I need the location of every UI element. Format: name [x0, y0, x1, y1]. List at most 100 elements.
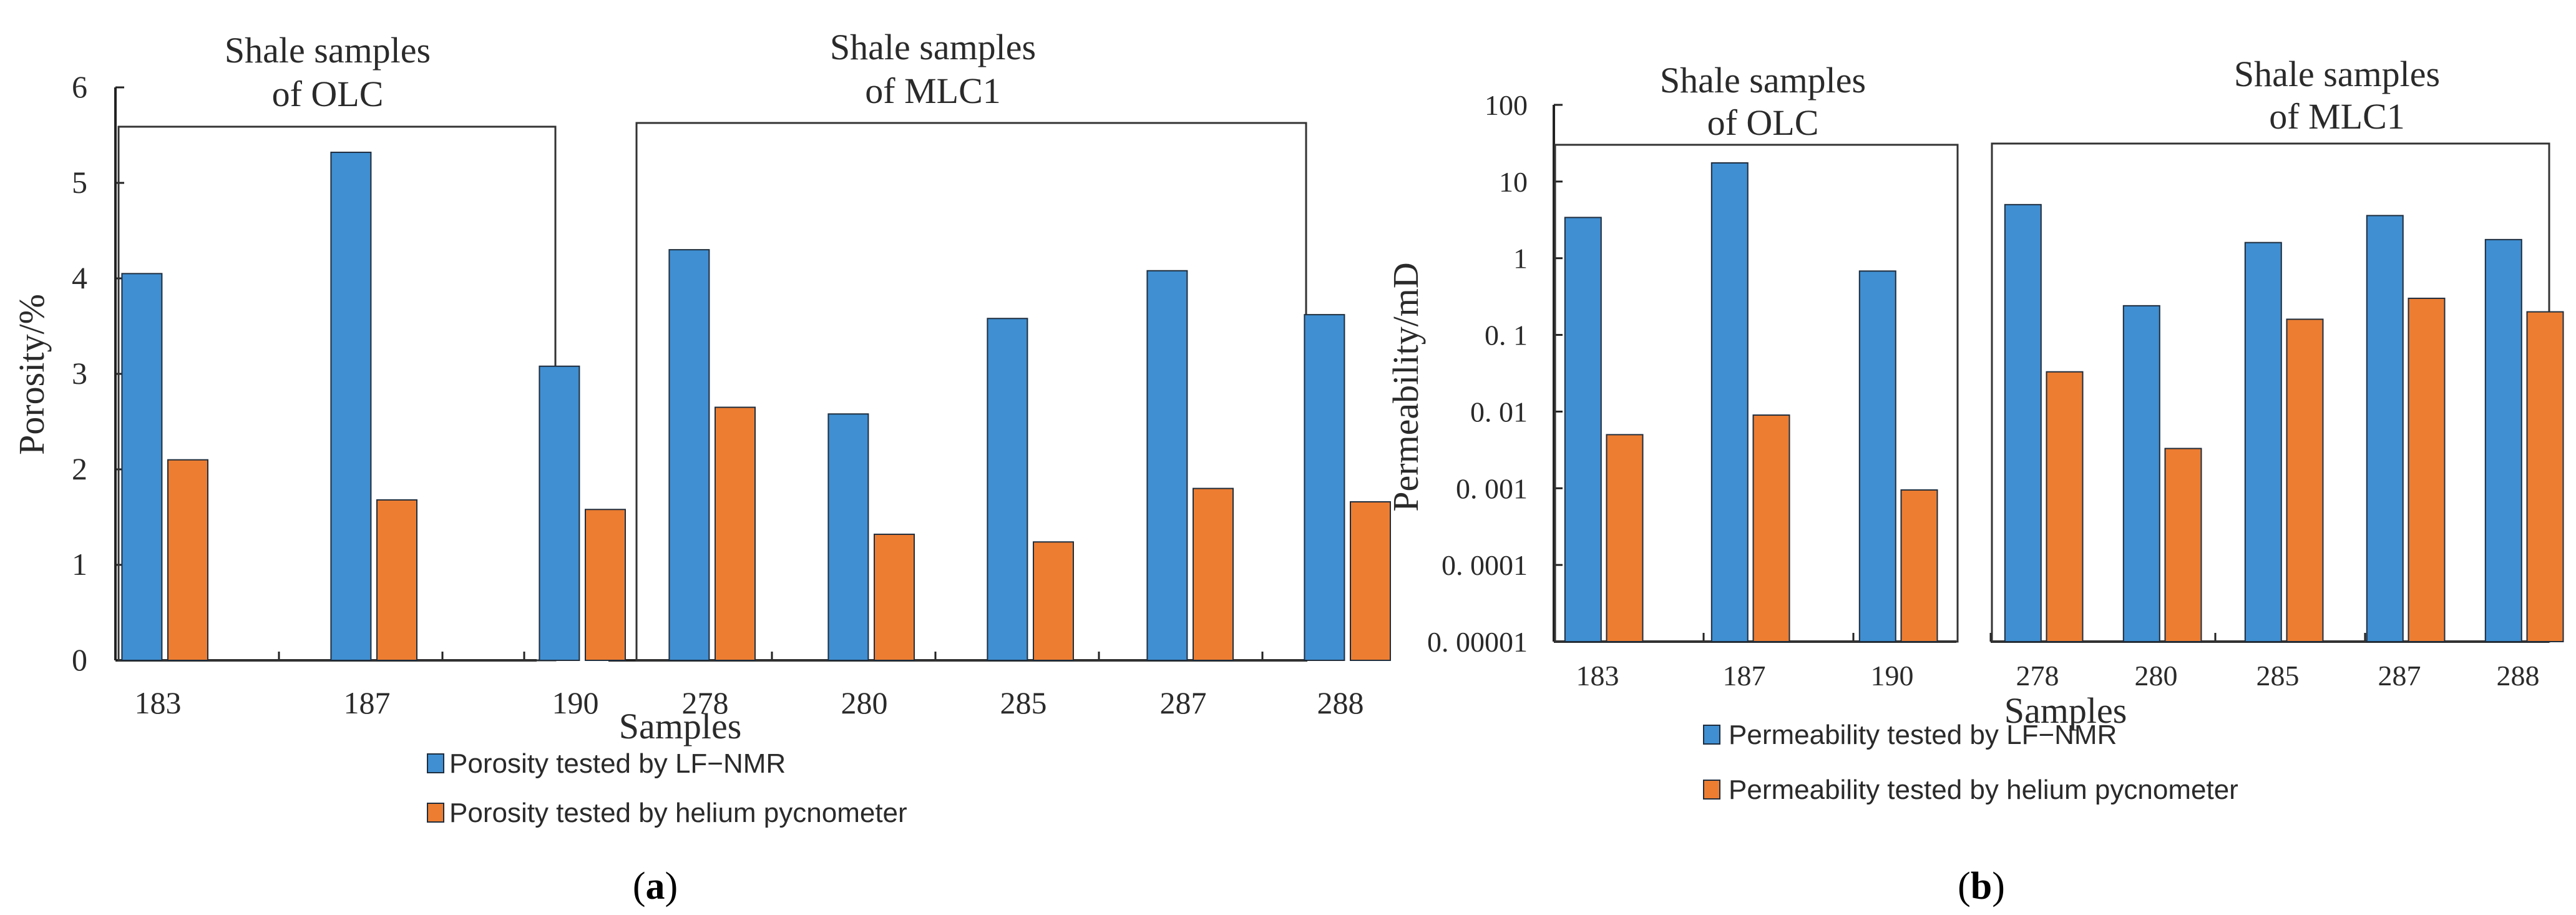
panel-a-category-label-278: 278 — [682, 685, 729, 720]
panel-b-bar-nmr-280 — [2122, 305, 2160, 643]
panel-b-bar-nmr-278 — [2004, 203, 2042, 642]
panel-a-y-tick-label: 0 — [72, 642, 87, 677]
panel-b-category-label-285: 285 — [2256, 660, 2300, 692]
panel-a-category-label-190: 190 — [552, 685, 599, 720]
panel-b-legend-swatch-helium — [1703, 780, 1720, 800]
panel-a-x-ticks: 183 187 190 278 280 285 287 288 — [114, 652, 1364, 720]
panel-a-bar-helium-278 — [715, 406, 756, 661]
panel-b-bar-helium-187 — [1752, 414, 1790, 643]
panel-a-bar-nmr-183 — [121, 273, 163, 662]
panel-b-category-label-288: 288 — [2497, 660, 2540, 692]
panel-b-bar-helium-190 — [1900, 489, 1938, 642]
panel-b-category-label-183: 183 — [1576, 660, 1619, 692]
panel-a-bar-helium-285 — [1033, 541, 1074, 662]
panel-a-bar-helium-280 — [874, 534, 915, 661]
panel-b-group-title-mlc1-line1: Shale samples — [2234, 54, 2440, 94]
panel-a-category-label-280: 280 — [841, 685, 888, 720]
panel-b-bar-helium-183 — [1606, 434, 1644, 642]
panel-a-y-tick-label: 5 — [72, 165, 87, 200]
panel-a: 0 1 2 3 4 5 6 183 187 190 278 280 285 287 288 Shale s… — [11, 27, 1391, 908]
panel-b-legend: Permeability tested by LF−NMR Permeabili… — [1703, 720, 2238, 805]
panel-b-y-axis-label: Permeability/mD — [1385, 262, 1426, 512]
panel-b-x-ticks: 183 187 190 278 280 285 287 288 — [1553, 633, 2540, 692]
panel-a-legend-label-nmr: Porosity tested by LF−NMR — [449, 748, 786, 779]
panel-b-bar-nmr-285 — [2244, 242, 2282, 643]
panel-b-y-tick-label: 10 — [1499, 166, 1528, 198]
panel-b-y-tick-label: 0. 0001 — [1442, 549, 1528, 581]
panel-a-y-tick-label: 1 — [72, 547, 87, 582]
panel-b-legend-label-helium: Permeability tested by helium pycnometer — [1729, 775, 2238, 805]
panel-a-bar-nmr-190 — [539, 365, 580, 661]
panel-b-bar-nmr-287 — [2366, 215, 2404, 643]
panel-b-category-label-278: 278 — [2016, 660, 2059, 692]
panel-b-bar-nmr-183 — [1564, 217, 1602, 642]
panel-a-group-title-olc-line2: of OLC — [272, 74, 384, 114]
panel-a-bars — [121, 152, 1391, 662]
panel-b-bar-nmr-190 — [1858, 270, 1896, 642]
panel-a-y-tick-label: 6 — [72, 69, 87, 104]
panel-a-bar-nmr-288 — [1304, 314, 1345, 661]
panel-b-bars — [1564, 162, 2564, 643]
panel-b-y-tick-label: 0. 1 — [1485, 320, 1528, 351]
panel-a-caption-close: ) — [665, 865, 678, 908]
panel-a-y-ticks: 0 1 2 3 4 5 6 — [72, 69, 124, 677]
panel-a-bar-helium-288 — [1350, 501, 1391, 662]
panel-b-y-tick-label: 0. 01 — [1470, 396, 1528, 428]
panel-b-y-tick-label: 0. 00001 — [1427, 626, 1528, 658]
panel-a-caption: (a) — [633, 865, 678, 908]
panel-a-category-label-187: 187 — [344, 685, 391, 720]
panel-b-legend-label-nmr: Permeability tested by LF−NMR — [1729, 720, 2117, 750]
panel-a-category-label-183: 183 — [135, 685, 182, 720]
panel-b-y-tick-label: 100 — [1485, 89, 1528, 121]
panel-b-bar-helium-287 — [2408, 297, 2446, 642]
panel-b-legend-swatch-nmr — [1703, 725, 1720, 745]
panel-a-legend-label-helium: Porosity tested by helium pycnometer — [449, 798, 907, 828]
panel-b-bar-helium-285 — [2286, 318, 2324, 642]
panel-b-caption: (b) — [1958, 865, 2005, 908]
panel-b-y-tick-label: 0. 001 — [1456, 472, 1528, 504]
panel-a-group-boxes — [117, 122, 1307, 662]
panel-a-x-axis-label: Samples — [619, 706, 742, 746]
panel-a-caption-letter: a — [646, 865, 665, 908]
panel-a-legend-swatch-nmr — [427, 753, 444, 773]
panel-b-group-titles: Shale samples of OLC Shale samples of ML… — [1660, 54, 2440, 143]
panel-a-bar-helium-190 — [585, 509, 626, 662]
panel-b-category-label-187: 187 — [1723, 660, 1766, 692]
panel-a-category-label-287: 287 — [1160, 685, 1207, 720]
panel-a-group-title-olc-line1: Shale samples — [225, 30, 431, 71]
panel-a-axes — [114, 87, 1307, 662]
panel-a-bar-nmr-280 — [827, 413, 869, 661]
panel-b-bar-helium-288 — [2526, 311, 2564, 642]
panel-a-group-titles: Shale samples of OLC Shale samples of ML… — [225, 27, 1036, 114]
panel-a-y-axis-label: Porosity/% — [11, 294, 52, 455]
panel-a-y-tick-label: 2 — [72, 451, 87, 486]
panel-b-x-axis-label: Samples — [2004, 690, 2127, 731]
panel-a-group-title-mlc1-line2: of MLC1 — [865, 71, 1001, 111]
panel-b: 0. 00001 0. 0001 0. 001 0. 01 0. 1 1 10 100 183… — [1385, 54, 2564, 908]
panel-a-caption-open: ( — [633, 865, 646, 908]
panel-b-bar-nmr-187 — [1710, 162, 1749, 642]
panel-a-legend: Porosity tested by LF−NMR Porosity teste… — [427, 748, 907, 828]
panel-b-group-title-mlc1-line2: of MLC1 — [2269, 96, 2405, 137]
panel-b-group-title-olc-line1: Shale samples — [1660, 60, 1866, 100]
panel-b-category-label-287: 287 — [2378, 660, 2421, 692]
panel-a-y-tick-label: 4 — [72, 260, 87, 295]
panel-b-bar-nmr-288 — [2484, 238, 2522, 642]
panel-b-bar-helium-280 — [2164, 448, 2202, 642]
panel-b-group-title-olc-line2: of OLC — [1707, 102, 1819, 143]
panel-a-bar-nmr-187 — [330, 152, 372, 662]
panel-a-bar-nmr-287 — [1146, 270, 1188, 661]
panel-b-y-tick-label: 1 — [1513, 243, 1528, 275]
panel-a-legend-swatch-helium — [427, 803, 444, 823]
panel-a-category-label-285: 285 — [1000, 685, 1047, 720]
panel-a-bar-helium-287 — [1193, 487, 1234, 661]
panel-b-caption-open: ( — [1958, 865, 1971, 908]
panel-a-bar-nmr-285 — [987, 318, 1028, 661]
panel-b-category-label-190: 190 — [1871, 660, 1914, 692]
panel-a-bar-helium-183 — [167, 459, 208, 661]
panel-b-caption-letter: b — [1971, 865, 1992, 908]
panel-b-caption-close: ) — [1992, 865, 2005, 908]
panel-b-bar-helium-278 — [2046, 371, 2084, 642]
panel-a-bar-nmr-278 — [668, 249, 710, 662]
